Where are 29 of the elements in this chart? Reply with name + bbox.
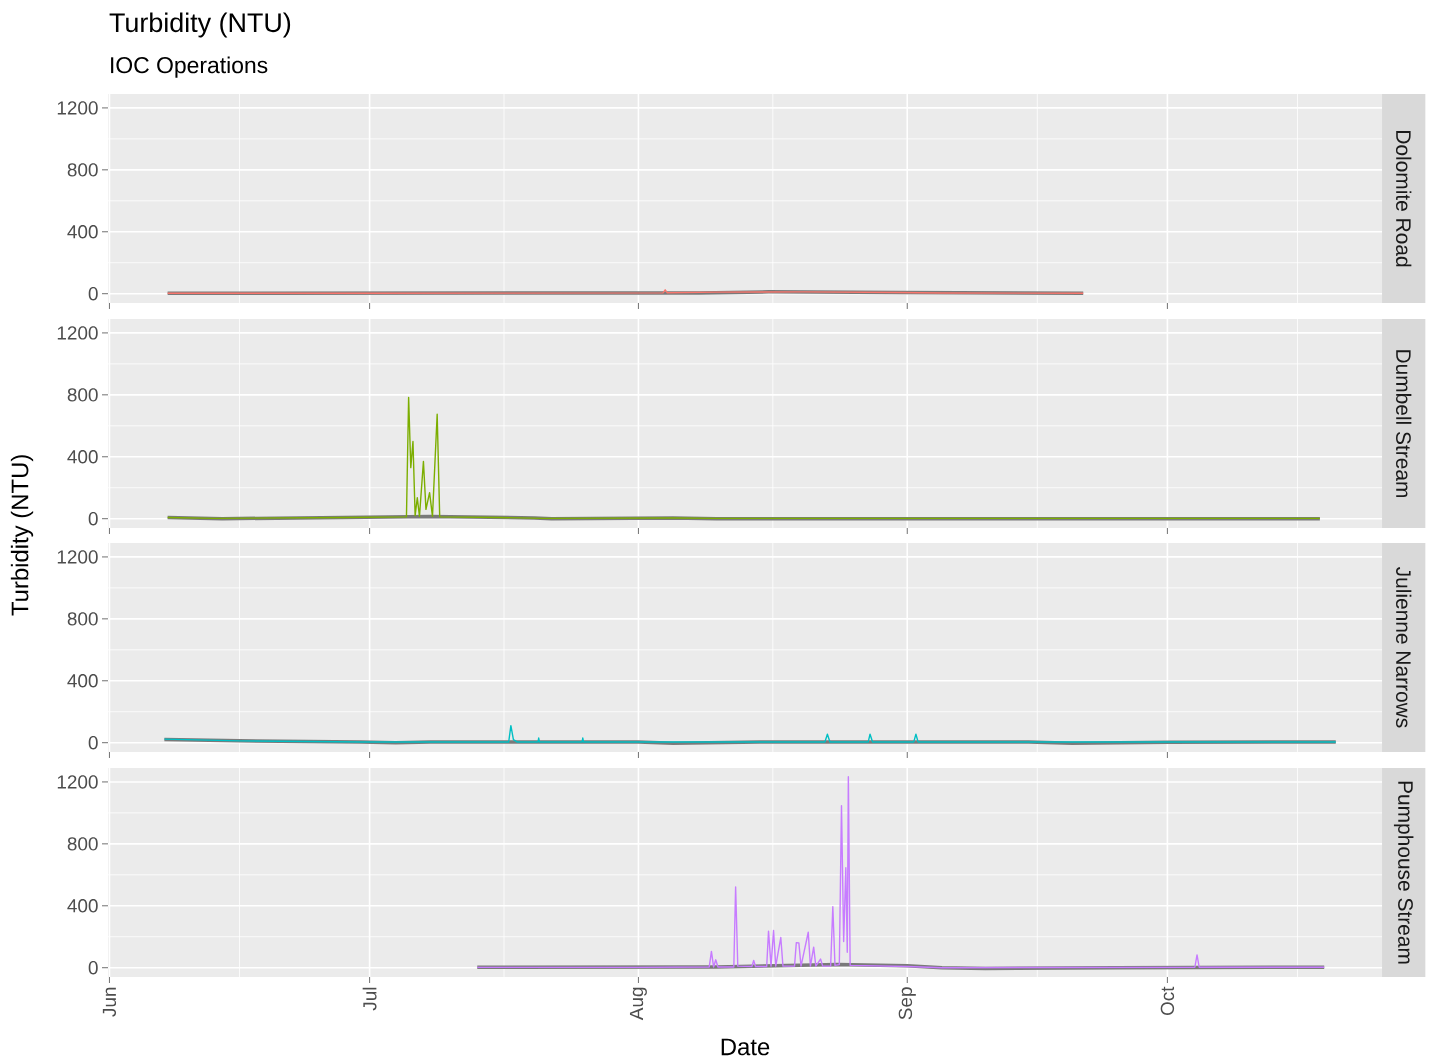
text: Dolomite Road [1396,131,1412,267]
y-tick-label: 0 [88,961,98,975]
y-tick-label: 400 [67,899,98,913]
y-tick-label: 0 [88,286,98,301]
y-tick-label: 1200 [57,101,98,115]
x-axis-title: Date [721,1038,770,1056]
y-axis-title: Turbidity (NTU) [10,455,34,616]
x-tick-label: Jul [362,987,377,1011]
text: Dumbell Stream [1396,350,1412,498]
y-tick-label: 1200 [57,775,98,789]
y-tick-label: 1200 [57,326,98,340]
x-tick-label: Oct [1160,986,1175,1016]
x-tick-label: Sep [898,987,916,1020]
x-tick-label: Jun [102,987,117,1017]
text: Pumphouse Stream [1393,781,1414,964]
y-tick-label: 800 [67,837,98,851]
y-tick-label: 0 [88,736,98,750]
y-tick-label: 0 [88,512,98,526]
y-tick-label: 800 [67,388,98,402]
chart-subtitle: IOC Operations [111,56,268,78]
y-tick-label: 400 [67,674,98,688]
y-tick-label: 800 [67,163,98,177]
text: Julienne Narrows [1396,567,1412,728]
y-tick-label: 800 [67,612,98,626]
y-tick-label: 1200 [57,550,98,564]
chart-title: Turbidity (NTU) [109,12,291,38]
y-tick-label: 400 [67,450,98,464]
y-tick-label: 400 [67,225,98,239]
x-tick-label: Aug [629,987,647,1021]
